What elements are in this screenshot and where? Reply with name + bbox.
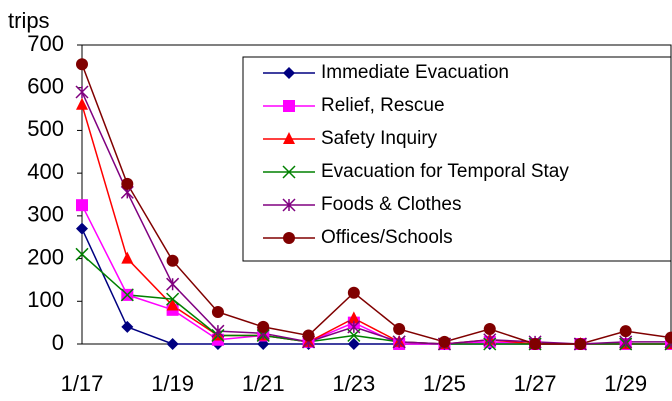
y-tick-label: 600 — [27, 74, 64, 99]
y-tick-label: 500 — [27, 116, 64, 141]
marker — [76, 58, 88, 71]
legend-box — [242, 56, 672, 262]
marker — [121, 177, 134, 190]
marker — [483, 323, 496, 336]
marker — [211, 324, 225, 338]
marker — [483, 333, 497, 347]
y-tick-label: 0 — [52, 330, 64, 355]
marker — [347, 286, 360, 299]
legend-label: Evacuation for Temporal Stay — [321, 161, 569, 182]
marker — [619, 335, 633, 349]
marker — [121, 251, 134, 264]
marker — [166, 254, 179, 267]
marker — [166, 277, 180, 291]
x-tick-label: 1/25 — [423, 371, 466, 396]
marker — [347, 311, 360, 324]
legend-label: Immediate Evacuation — [321, 62, 509, 83]
x-tick-label: 1/19 — [151, 371, 194, 396]
marker — [392, 335, 406, 349]
y-tick-label: 300 — [27, 202, 64, 227]
marker — [393, 323, 406, 336]
x-tick-label: 1/29 — [604, 371, 647, 396]
y-tick-label: 100 — [27, 287, 64, 312]
marker — [211, 305, 224, 318]
marker — [529, 338, 542, 350]
marker — [75, 85, 89, 99]
x-tick-label: 1/21 — [242, 371, 285, 396]
x-tick-label: 1/23 — [332, 371, 375, 396]
marker — [283, 232, 295, 244]
marker — [574, 338, 587, 350]
marker — [121, 320, 134, 333]
marker — [283, 132, 295, 144]
marker — [665, 331, 672, 344]
marker — [166, 338, 179, 350]
marker — [347, 338, 360, 350]
marker — [283, 67, 295, 79]
legend-label: Offices/Schools — [321, 227, 453, 248]
marker — [75, 247, 89, 261]
y-axis-label: trips — [8, 8, 50, 33]
series-line — [81, 63, 672, 345]
legend-label: Relief, Rescue — [321, 95, 445, 116]
marker — [120, 288, 134, 302]
marker — [76, 199, 88, 212]
marker — [282, 165, 296, 179]
marker — [76, 97, 88, 110]
marker — [302, 329, 315, 342]
y-tick-label: 400 — [27, 159, 64, 184]
x-tick-label: 1/27 — [514, 371, 557, 396]
marker — [347, 320, 361, 334]
marker — [282, 198, 296, 212]
y-tick-label: 700 — [27, 31, 64, 56]
marker — [619, 325, 632, 338]
legend-label: Safety Inquiry — [321, 128, 438, 149]
marker — [283, 100, 295, 112]
x-tick-label: 1/17 — [61, 371, 104, 396]
marker — [76, 222, 88, 235]
marker — [166, 298, 179, 311]
y-tick-label: 200 — [27, 244, 64, 269]
legend-label: Foods & Clothes — [321, 194, 461, 215]
marker — [257, 320, 270, 333]
marker — [166, 292, 180, 306]
marker — [438, 335, 451, 348]
